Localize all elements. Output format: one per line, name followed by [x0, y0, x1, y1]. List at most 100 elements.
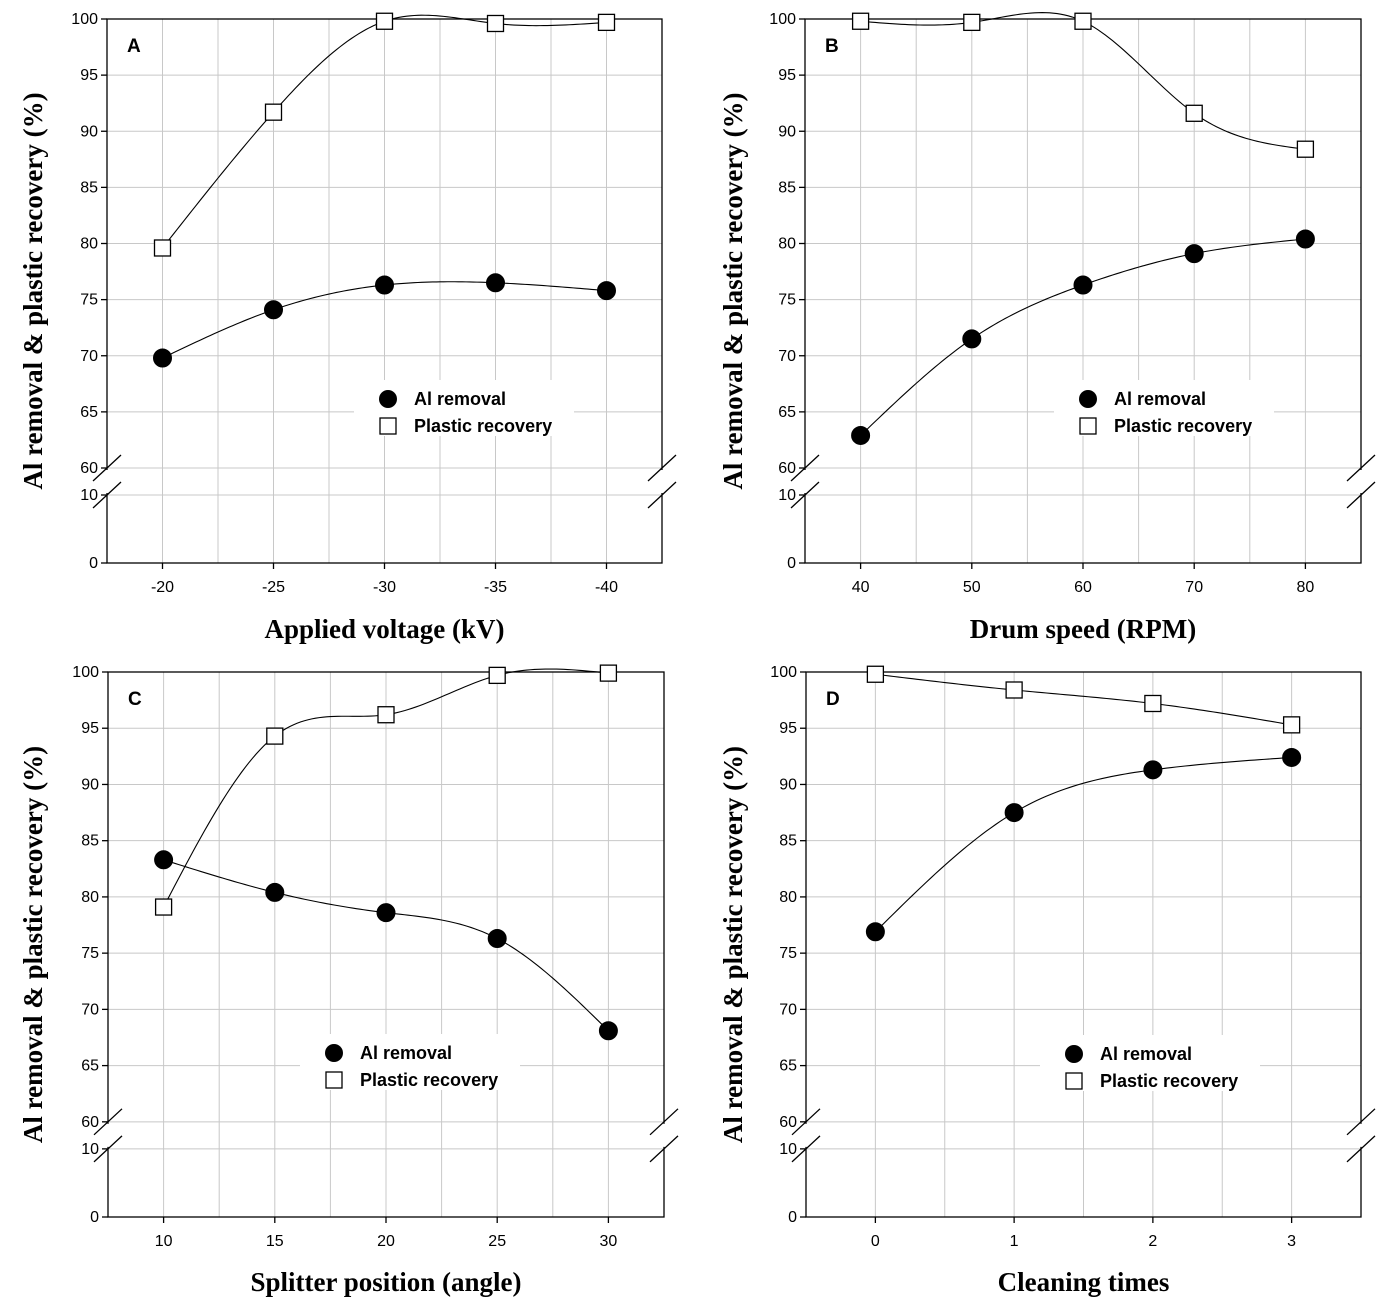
- y-tick-label: 60: [80, 460, 98, 477]
- y-tick-label: 70: [778, 348, 796, 365]
- data-point-square: [154, 898, 173, 916]
- x-tick-label: -25: [262, 579, 285, 596]
- y-tick-label: 65: [778, 404, 796, 421]
- x-tick-label: -35: [484, 579, 507, 596]
- series-line: [875, 673, 1292, 726]
- panel-a: 60 65 70 75 80 85 90 95 100 0 10 -20 -25 -30 -35 -40 A Ap…: [18, 11, 677, 644]
- y-tick-label: 0: [90, 1209, 99, 1226]
- y-tick-label: 90: [80, 123, 98, 140]
- data-point-circle: [265, 882, 285, 902]
- data-point-square: [866, 665, 885, 683]
- data-point-circle: [851, 425, 871, 445]
- y-tick-label: 95: [779, 720, 797, 737]
- axis-break-gap: [803, 1123, 809, 1147]
- data-point-square: [1296, 140, 1315, 158]
- data-point-circle: [598, 1021, 618, 1041]
- axis-break-mark: [649, 1135, 679, 1163]
- data-point-circle: [486, 273, 505, 293]
- x-axis-title: Drum speed (RPM): [970, 614, 1196, 644]
- legend: Al removal Plastic recovery: [1040, 1035, 1260, 1091]
- axis-break-mark: [647, 454, 677, 482]
- panel-b: 60 65 70 75 80 85 90 95 100 0 10 40 50 60 70 80 B Drum sp…: [718, 11, 1376, 644]
- legend-marker-circle: [325, 1044, 343, 1062]
- x-tick-label: 15: [266, 1233, 284, 1250]
- legend-marker-square: [379, 417, 397, 435]
- axis-break-gap: [104, 470, 110, 493]
- x-axis-title: Applied voltage (kV): [264, 614, 504, 644]
- data-point-square: [153, 239, 172, 257]
- x-tick-label: -20: [151, 579, 174, 596]
- legend-marker-square: [325, 1071, 343, 1089]
- grid: [805, 18, 1361, 563]
- data-point-square: [1074, 12, 1092, 30]
- axis-break-mark: [647, 481, 677, 509]
- data-point-circle: [1004, 803, 1024, 823]
- y-tick-label: 75: [81, 945, 99, 962]
- series-al-removal: [154, 850, 618, 1041]
- data-point-circle: [1282, 747, 1302, 767]
- data-point-circle: [487, 929, 507, 949]
- panel-letter: A: [127, 36, 141, 57]
- y-tick-label: 75: [778, 292, 796, 309]
- legend-label: Al removal: [1114, 389, 1206, 409]
- panel-letter: B: [825, 36, 839, 57]
- legend-marker-circle: [1065, 1045, 1083, 1063]
- data-point-square: [1144, 694, 1162, 713]
- series-plastic-recovery: [154, 664, 618, 916]
- legend-label: Al removal: [414, 389, 506, 409]
- data-point-square: [264, 103, 283, 121]
- y-tick-label: 90: [779, 776, 797, 793]
- legend-label: Plastic recovery: [1100, 1071, 1238, 1091]
- axis-break-mark: [649, 1108, 679, 1136]
- data-point-circle: [1184, 244, 1204, 264]
- y-tick-label: 100: [72, 664, 99, 681]
- data-point-square: [1282, 716, 1301, 734]
- y-tick-label: 80: [80, 236, 98, 253]
- legend-marker-circle: [379, 390, 397, 408]
- axis-break-gap: [1358, 470, 1364, 493]
- legend-label: Plastic recovery: [1114, 416, 1252, 436]
- data-point-circle: [376, 903, 396, 923]
- x-tick-label: 1: [1010, 1233, 1019, 1250]
- y-tick-label: 90: [81, 776, 99, 793]
- legend-marker-square: [1079, 417, 1097, 435]
- y-tick-label: 95: [778, 67, 796, 84]
- data-point-circle: [1295, 229, 1315, 249]
- data-point-square: [963, 13, 981, 32]
- data-point-square: [486, 14, 505, 33]
- x-tick-label: 60: [1074, 579, 1092, 596]
- data-point-circle: [154, 850, 174, 870]
- data-point-circle: [264, 300, 283, 320]
- legend-label: Plastic recovery: [414, 416, 552, 436]
- data-point-square: [851, 12, 870, 30]
- y-tick-label: 80: [778, 236, 796, 253]
- axis-break-mark: [1346, 1108, 1376, 1136]
- y-tick-label: 95: [81, 720, 99, 737]
- x-tick-label: 50: [963, 579, 981, 596]
- y-tick-label: 75: [80, 292, 98, 309]
- x-tick-label: 3: [1287, 1233, 1296, 1250]
- x-tick-label: -30: [373, 579, 396, 596]
- legend-marker-circle: [1079, 390, 1097, 408]
- y-tick-label: 100: [769, 11, 796, 28]
- y-axis-title: Al removal & plastic recovery (%): [18, 746, 48, 1143]
- axis-break-mark: [1346, 1135, 1376, 1163]
- y-tick-label: 85: [778, 179, 796, 196]
- x-tick-label: -40: [595, 579, 618, 596]
- panel-letter: D: [826, 689, 840, 710]
- data-point-circle: [1143, 760, 1163, 780]
- series-line: [874, 756, 1292, 933]
- data-point-square: [488, 666, 506, 685]
- panel-c: 60 65 70 75 80 85 90 95 100 0 10 10 15 20 25 30 C Splitte…: [18, 664, 679, 1297]
- y-tick-label: 60: [779, 1114, 797, 1131]
- axis-break-gap: [105, 1123, 111, 1147]
- data-point-square: [377, 706, 395, 724]
- legend: Al removal Plastic recovery: [300, 1034, 520, 1090]
- y-tick-label: 65: [80, 404, 98, 421]
- x-tick-label: 2: [1148, 1233, 1157, 1250]
- series-al-removal: [153, 273, 616, 368]
- series-plastic-recovery: [851, 12, 1315, 158]
- y-tick-label: 95: [80, 67, 98, 84]
- plot-frame: [805, 671, 1362, 1218]
